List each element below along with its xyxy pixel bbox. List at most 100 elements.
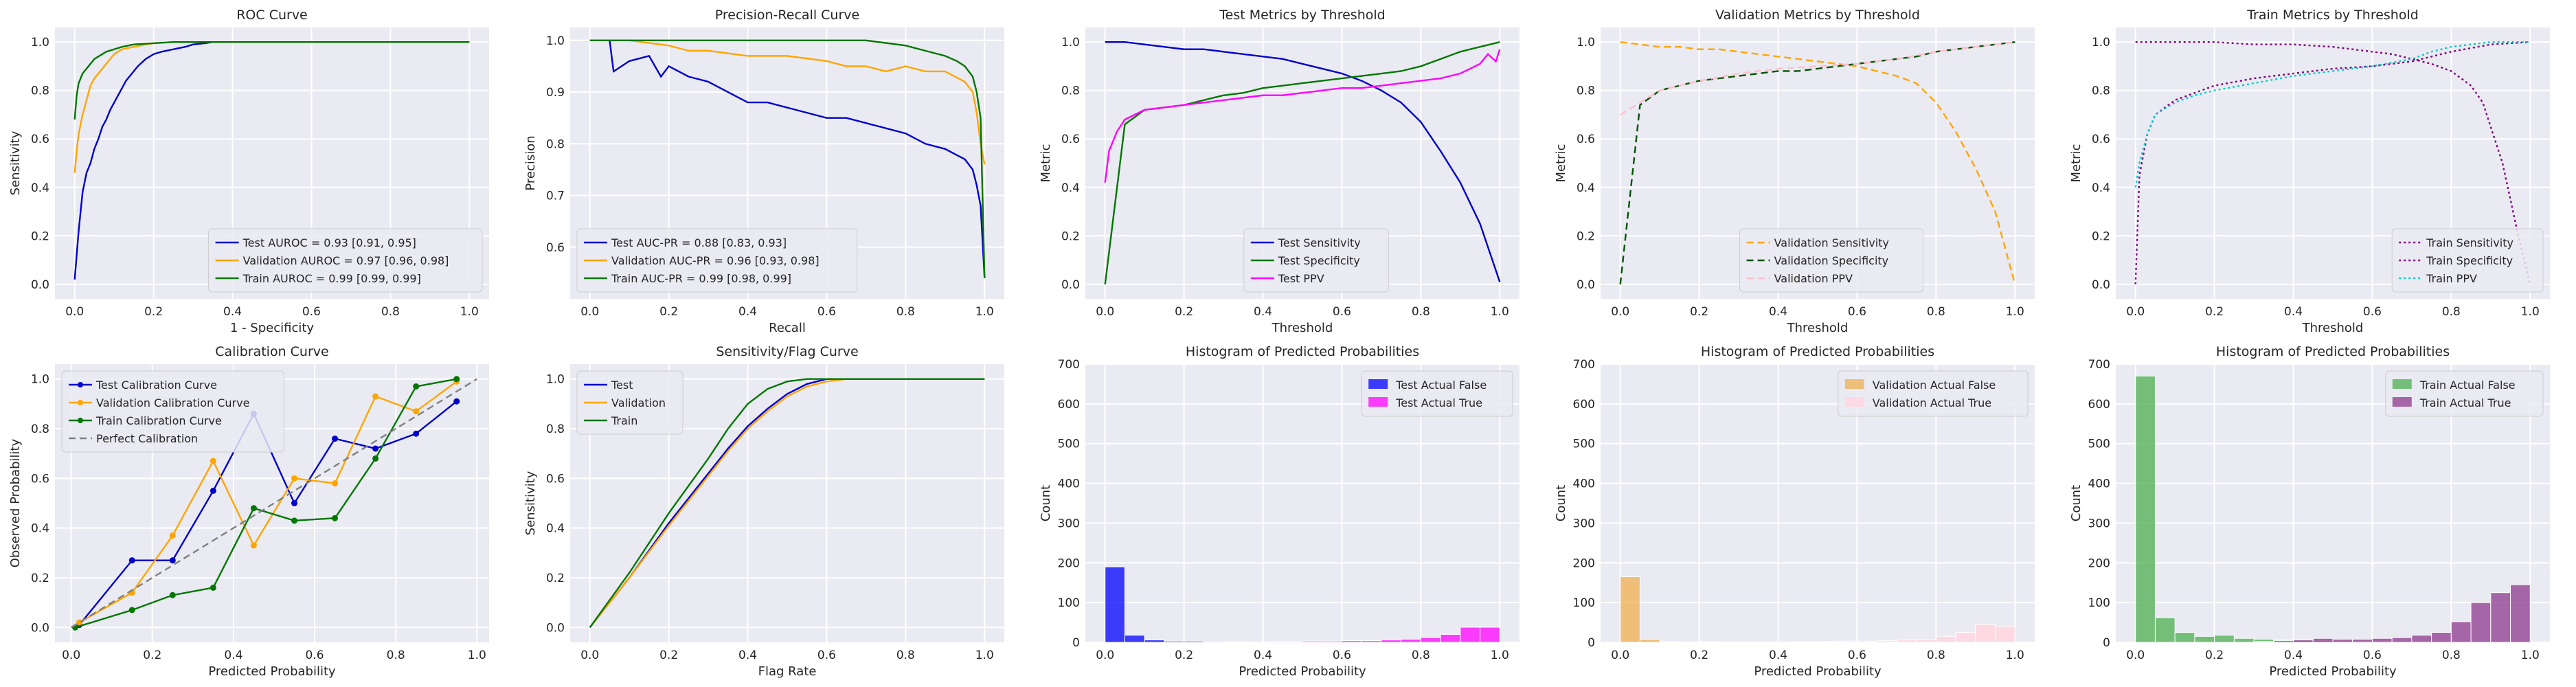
series-line xyxy=(78,401,457,626)
x-tick-label: 1.0 xyxy=(2006,305,2024,319)
series-line xyxy=(74,41,470,120)
x-tick-label: 0.8 xyxy=(896,305,915,319)
histogram-bar xyxy=(2352,638,2373,642)
legend-swatch xyxy=(2392,397,2412,407)
legend: Validation Sensitivity Validation Specifi… xyxy=(1739,228,1923,293)
y-tick-label: 0 xyxy=(1072,636,1080,650)
y-axis-label: Metric xyxy=(1039,144,1053,183)
histogram-bar xyxy=(1124,635,1145,642)
x-tick-label: 0.0 xyxy=(2126,305,2145,319)
chart-title: Calibration Curve xyxy=(215,344,328,359)
x-tick-label: 0.0 xyxy=(1611,649,1629,662)
histogram-bar xyxy=(1302,640,1323,642)
histogram-bar xyxy=(1480,627,1500,642)
chart-title: Histogram of Predicted Probabilities xyxy=(1186,344,1419,359)
y-tick-label: 0.6 xyxy=(2092,133,2110,146)
x-tick-label: 0.2 xyxy=(1690,305,1708,319)
x-tick-label: 0.8 xyxy=(1927,649,1945,662)
x-tick-label: 0.4 xyxy=(1769,649,1787,662)
series-line xyxy=(589,378,985,629)
x-tick-label: 0.6 xyxy=(1333,649,1351,662)
x-axis-label: Flag Rate xyxy=(758,664,817,679)
data-point xyxy=(413,430,420,437)
x-tick-label: 0.6 xyxy=(1848,305,1866,319)
histogram-bar xyxy=(2293,640,2314,642)
x-tick-label: 0.0 xyxy=(580,305,599,319)
series-line xyxy=(589,39,986,165)
y-tick-label: 0.4 xyxy=(31,522,49,536)
x-tick-label: 0.0 xyxy=(2126,649,2145,662)
y-tick-label: 0.4 xyxy=(1577,181,1595,195)
x-tick-label: 0.4 xyxy=(224,649,242,662)
legend-box xyxy=(1838,370,2029,417)
x-axis-label: Threshold xyxy=(1787,321,1849,335)
histogram-bar xyxy=(2510,584,2531,642)
legend-marker xyxy=(78,400,83,405)
y-tick-label: 0 xyxy=(2103,636,2110,650)
x-tick-label: 0.4 xyxy=(1254,305,1272,319)
x-tick-label: 0.8 xyxy=(1927,305,1945,319)
legend-entry: Train xyxy=(611,414,637,427)
legend-entry: Test Actual True xyxy=(1395,396,1482,409)
legend-entry: Train Actual True xyxy=(2419,396,2511,409)
data-point xyxy=(210,487,216,494)
data-point xyxy=(372,393,379,400)
x-tick-label: 0.6 xyxy=(302,305,321,319)
legend-entry: Test Specificity xyxy=(1278,254,1360,267)
x-axis-label: Threshold xyxy=(1272,321,1333,335)
x-tick-label: 1.0 xyxy=(460,305,479,319)
histogram-bar xyxy=(1361,640,1382,642)
legend-swatch xyxy=(2392,379,2412,389)
y-tick-label: 0.8 xyxy=(546,423,565,436)
legend-entry: Validation PPV xyxy=(1774,272,1853,285)
histogram-bar xyxy=(2154,617,2176,642)
data-point xyxy=(128,607,135,613)
histogram-bar xyxy=(1837,640,1857,642)
histogram-bar xyxy=(1620,576,1640,642)
histogram-bar xyxy=(1916,638,1936,642)
y-tick-label: 1.0 xyxy=(31,36,49,49)
chart-title: Histogram of Predicted Probabilities xyxy=(2216,344,2450,359)
data-point xyxy=(332,480,339,487)
y-axis-label: Metric xyxy=(1554,144,1568,183)
histogram-bar xyxy=(1184,640,1204,642)
histogram-bar xyxy=(1401,638,1421,642)
y-tick-label: 0.8 xyxy=(31,85,49,98)
y-axis-label: Count xyxy=(2069,485,2083,521)
y-tick-label: 100 xyxy=(2088,596,2110,610)
y-tick-label: 0.2 xyxy=(2092,229,2110,243)
legend-marker xyxy=(78,418,83,423)
y-tick-label: 0.6 xyxy=(31,472,49,486)
histogram-bar xyxy=(2470,602,2492,642)
series-group xyxy=(1105,566,1500,642)
legend-box xyxy=(1243,228,1389,293)
x-tick-label: 0.2 xyxy=(144,305,163,319)
y-tick-label: 0.7 xyxy=(546,190,565,203)
y-axis-label: Sensitivity xyxy=(8,131,23,195)
histogram-bar xyxy=(2135,375,2156,642)
x-axis-label: Predicted Probability xyxy=(2269,664,2397,679)
y-tick-label: 500 xyxy=(1058,438,1080,451)
x-tick-label: 0.2 xyxy=(1175,305,1193,319)
legend-entry: Train Specificity xyxy=(2426,254,2513,267)
series-line xyxy=(589,39,986,278)
legend-swatch xyxy=(1844,379,1864,389)
histogram-bar xyxy=(2450,621,2472,642)
x-tick-label: 0.2 xyxy=(659,305,678,319)
chart-pr: 0.0 0.2 0.4 0.6 0.8 1.0 0.6 0.7 0.8 0.9 1.0 Precisi… xyxy=(523,8,1004,335)
y-tick-label: 0.8 xyxy=(1577,85,1595,98)
data-point xyxy=(210,584,216,591)
data-point xyxy=(169,557,176,564)
x-tick-label: 0.8 xyxy=(381,305,400,319)
histogram-bar xyxy=(1322,640,1342,642)
legend-marker xyxy=(78,382,83,387)
histogram-bar xyxy=(1876,640,1897,642)
x-tick-label: 1.0 xyxy=(2006,649,2024,662)
y-tick-label: 0.8 xyxy=(1061,85,1080,98)
data-point xyxy=(210,458,216,464)
chart-roc: 0.0 0.2 0.4 0.6 0.8 1.0 0.0 0.2 0.4 0.6 0.8 1.0 ROC … xyxy=(8,8,489,335)
y-tick-label: 0.0 xyxy=(31,278,49,292)
series-group xyxy=(1104,41,1501,284)
histogram-bar xyxy=(2332,638,2353,642)
histogram-bar xyxy=(1935,635,1956,642)
